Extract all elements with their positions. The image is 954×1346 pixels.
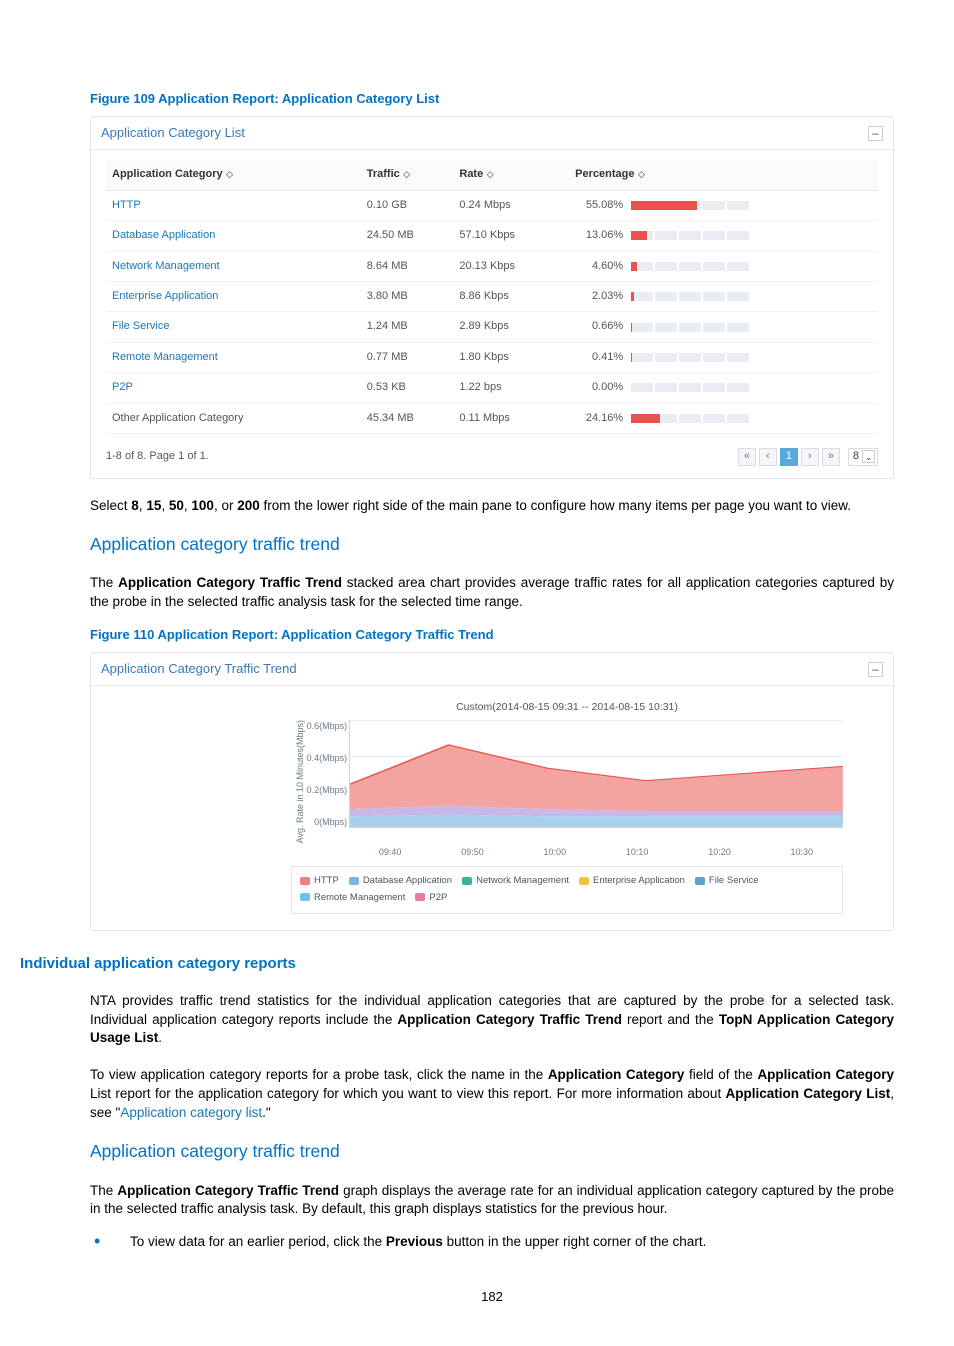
cell-traffic: 1.24 MB — [361, 312, 454, 342]
cell-category[interactable]: Database Application — [106, 221, 361, 251]
cell-rate: 1.22 bps — [453, 373, 569, 403]
list-item: To view data for an earlier period, clic… — [90, 1233, 894, 1252]
pager-controls: « ‹ 1 › » 8 ⌄ — [738, 448, 878, 466]
col-header-category[interactable]: Application Category ◇ — [106, 160, 361, 190]
bullet-list: To view data for an earlier period, clic… — [90, 1233, 894, 1252]
cell-rate: 1.80 Kbps — [453, 342, 569, 372]
cell-percentage: 4.60% — [569, 251, 878, 281]
page-number: 182 — [90, 1288, 894, 1306]
cell-percentage: 0.41% — [569, 342, 878, 372]
cell-rate: 2.89 Kbps — [453, 312, 569, 342]
cell-traffic: 24.50 MB — [361, 221, 454, 251]
figure-110-caption: Figure 110 Application Report: Applicati… — [90, 626, 894, 644]
y-axis-label: Avg. Rate in 10 Minutes(Mbps) — [291, 720, 307, 843]
legend-item: Database Application — [349, 873, 452, 888]
app-category-table: Application Category ◇ Traffic ◇ Rate ◇ … — [106, 160, 878, 434]
cell-percentage: 0.00% — [569, 373, 878, 403]
table-row: Database Application24.50 MB57.10 Kbps13… — [106, 221, 878, 251]
panel-title: Application Category List — [101, 124, 245, 142]
cell-traffic: 0.53 KB — [361, 373, 454, 403]
collapse-icon[interactable]: – — [868, 126, 883, 141]
cell-percentage: 2.03% — [569, 281, 878, 311]
cell-category[interactable]: HTTP — [106, 190, 361, 220]
app-category-list-panel: Application Category List – Application … — [90, 116, 894, 479]
legend-item: HTTP — [300, 873, 339, 888]
table-row: Enterprise Application3.80 MB8.86 Kbps2.… — [106, 281, 878, 311]
collapse-icon[interactable]: – — [868, 662, 883, 677]
section-heading-individual-reports: Individual application category reports — [20, 953, 894, 974]
paragraph-select-pagesize: Select 8, 15, 50, 100, or 200 from the l… — [90, 497, 894, 516]
col-header-traffic[interactable]: Traffic ◇ — [361, 160, 454, 190]
col-header-rate[interactable]: Rate ◇ — [453, 160, 569, 190]
cell-rate: 8.86 Kbps — [453, 281, 569, 311]
cell-category[interactable]: Remote Management — [106, 342, 361, 372]
traffic-trend-panel: Application Category Traffic Trend – Cus… — [90, 652, 894, 930]
pager-first-button[interactable]: « — [738, 448, 756, 466]
sort-icon: ◇ — [224, 169, 233, 179]
chart-legend: HTTP Database Application Network Manageme… — [291, 866, 843, 914]
cell-percentage: 13.06% — [569, 221, 878, 251]
cell-traffic: 8.64 MB — [361, 251, 454, 281]
cell-traffic: 3.80 MB — [361, 281, 454, 311]
pager-page-current[interactable]: 1 — [780, 448, 798, 466]
legend-item: Remote Management — [300, 890, 405, 905]
figure-109-caption: Figure 109 Application Report: Applicati… — [90, 90, 894, 108]
area-chart — [349, 720, 843, 828]
cell-percentage: 55.08% — [569, 190, 878, 220]
legend-item: Network Management — [462, 873, 569, 888]
cell-category[interactable]: Enterprise Application — [106, 281, 361, 311]
paragraph-trend-desc: The Application Category Traffic Trend s… — [90, 574, 894, 612]
cell-rate: 0.11 Mbps — [453, 403, 569, 433]
cell-category[interactable]: P2P — [106, 373, 361, 403]
legend-item: P2P — [415, 890, 447, 905]
link-app-category-list[interactable]: Application category list — [120, 1105, 262, 1120]
pager-last-button[interactable]: » — [822, 448, 840, 466]
cell-rate: 0.24 Mbps — [453, 190, 569, 220]
table-row: Remote Management0.77 MB1.80 Kbps0.41% — [106, 342, 878, 372]
cell-rate: 20.13 Kbps — [453, 251, 569, 281]
table-row: HTTP0.10 GB0.24 Mbps55.08% — [106, 190, 878, 220]
cell-category[interactable]: Network Management — [106, 251, 361, 281]
table-row: Network Management8.64 MB20.13 Kbps4.60% — [106, 251, 878, 281]
chevron-down-icon: ⌄ — [862, 450, 875, 463]
x-axis-ticks: 09:4009:5010:0010:1010:2010:30 — [349, 844, 843, 859]
legend-item: Enterprise Application — [579, 873, 685, 888]
per-page-select[interactable]: 8 ⌄ — [848, 448, 878, 466]
cell-category: Other Application Category — [106, 403, 361, 433]
paragraph-individual-1: NTA provides traffic trend statistics fo… — [90, 992, 894, 1049]
section-heading-traffic-trend-1: Application category traffic trend — [90, 532, 894, 557]
pager-summary: 1-8 of 8. Page 1 of 1. — [106, 449, 209, 464]
table-row: Other Application Category45.34 MB0.11 M… — [106, 403, 878, 433]
paragraph-individual-2: To view application category reports for… — [90, 1066, 894, 1123]
cell-traffic: 45.34 MB — [361, 403, 454, 433]
pager-prev-button[interactable]: ‹ — [759, 448, 777, 466]
chart-title: Custom(2014-08-15 09:31 -- 2014-08-15 10… — [291, 700, 843, 715]
y-axis-ticks: 0.6(Mbps) 0.4(Mbps) 0.2(Mbps) 0(Mbps) — [307, 720, 350, 828]
table-row: P2P0.53 KB1.22 bps0.00% — [106, 373, 878, 403]
cell-category[interactable]: File Service — [106, 312, 361, 342]
cell-traffic: 0.10 GB — [361, 190, 454, 220]
cell-percentage: 0.66% — [569, 312, 878, 342]
cell-traffic: 0.77 MB — [361, 342, 454, 372]
pager-next-button[interactable]: › — [801, 448, 819, 466]
col-header-percentage[interactable]: Percentage ◇ — [569, 160, 878, 190]
legend-item: File Service — [695, 873, 759, 888]
section-heading-traffic-trend-2: Application category traffic trend — [90, 1139, 894, 1164]
cell-rate: 57.10 Kbps — [453, 221, 569, 251]
sort-icon: ◇ — [484, 169, 493, 179]
table-row: File Service1.24 MB2.89 Kbps0.66% — [106, 312, 878, 342]
cell-percentage: 24.16% — [569, 403, 878, 433]
sort-icon: ◇ — [401, 169, 410, 179]
sort-icon: ◇ — [635, 169, 644, 179]
panel-title: Application Category Traffic Trend — [101, 660, 297, 678]
paragraph-trend-individual: The Application Category Traffic Trend g… — [90, 1182, 894, 1220]
